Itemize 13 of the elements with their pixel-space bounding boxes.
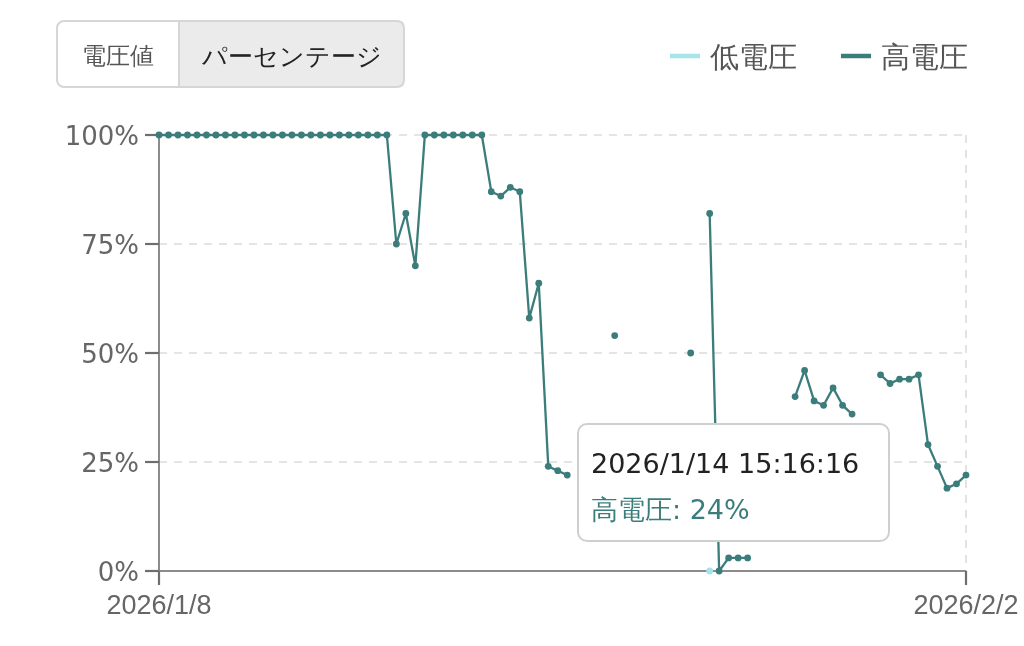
y-tick-label: 50% [81,338,139,369]
x-tick-label: 2026/2/2 [913,590,1019,620]
y-tick-label: 25% [81,447,139,478]
legend-label: 高電圧 [881,39,968,74]
annotation: 高電圧: 24% [591,494,750,525]
y-tick-label: 100% [64,120,139,151]
toggle-buttons: 電圧値 パーセンテージ [56,20,405,88]
legend-label: 低電圧 [710,39,797,74]
y-tick-label: 0% [97,556,139,587]
x-tick-label: 2026/1/8 [106,590,212,620]
y-tick-label: 75% [81,229,139,260]
annotation: 2026/1/14 15:16:16 [591,448,860,479]
tooltip: 2026/1/14 15:16:16 高電圧: 24% [577,423,890,542]
